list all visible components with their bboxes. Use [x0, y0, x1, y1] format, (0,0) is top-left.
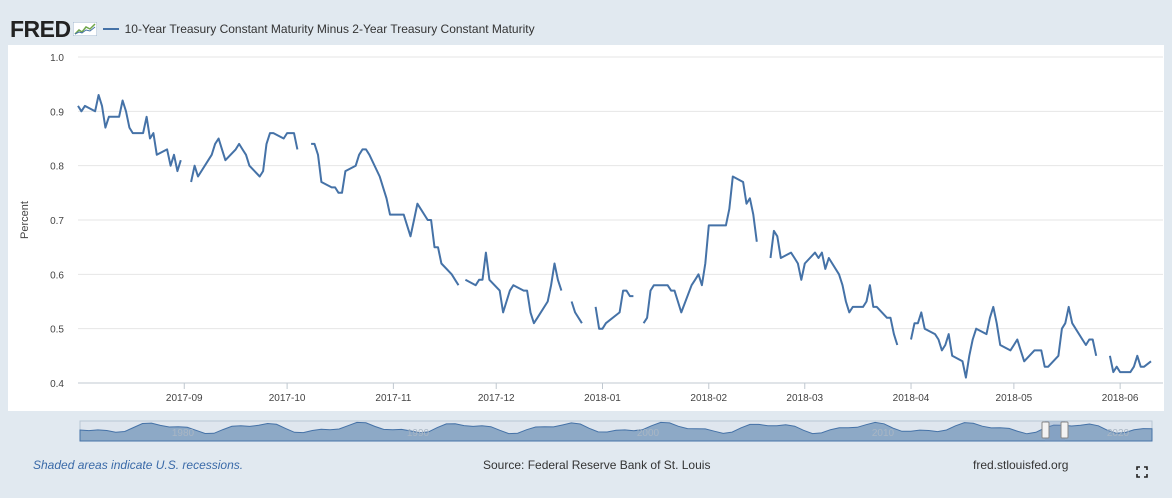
series-line-segment [910, 305, 1098, 379]
series-line-segment [464, 251, 563, 325]
navigator-year-label: 2010 [872, 428, 895, 439]
y-tick-label: 0.9 [50, 107, 64, 118]
line-chart[interactable]: 0.4 0.5 0.6 0.7 0.8 0.9 1.0 2017-09 2017-10 2017-… [8, 45, 1164, 411]
series-line-segment [642, 175, 758, 324]
navigator-year-label: 1980 [172, 428, 195, 439]
x-tick-label: 2017-09 [166, 393, 203, 404]
x-tick-label: 2018-05 [996, 393, 1033, 404]
recession-note: Shaded areas indicate U.S. recessions. [33, 458, 244, 472]
x-tick-label: 2018-04 [893, 393, 930, 404]
y-tick-label: 0.6 [50, 270, 64, 281]
series-line-segment [769, 229, 899, 346]
plot-area[interactable]: 0.4 0.5 0.6 0.7 0.8 0.9 1.0 2017-09 2017-10 2017-… [8, 45, 1164, 411]
series-line-segment [594, 289, 634, 330]
navigator-year-label: 1990 [407, 428, 430, 439]
x-tick-label: 2017-11 [375, 393, 411, 404]
navigator-right-handle [1060, 421, 1069, 439]
series-line-segment [311, 142, 460, 286]
series-line-segment [570, 301, 583, 324]
navigator-year-label: 2000 [637, 428, 660, 439]
fred-logo[interactable]: FRED [10, 15, 71, 42]
navigator-series-area [79, 421, 1153, 442]
x-tick-label: 2018-03 [786, 393, 823, 404]
series-line-segment [1108, 354, 1152, 374]
fullscreen-icon[interactable] [1136, 466, 1148, 478]
legend-series-swatch [102, 28, 119, 30]
site-url[interactable]: fred.stlouisfed.org [973, 458, 1069, 472]
x-tick-label: 2017-12 [478, 393, 515, 404]
y-tick-label: 0.5 [50, 325, 64, 336]
y-tick-label: 0.7 [50, 216, 64, 227]
fred-logo-graph-icon [72, 22, 97, 36]
legend-series-title[interactable]: 10-Year Treasury Constant Maturity Minus… [124, 22, 535, 36]
navigator-chart[interactable]: 1980 1990 2000 2010 2020 [8, 418, 1164, 444]
y-tick-label: 0.4 [50, 379, 64, 390]
y-tick-label: 1.0 [50, 53, 64, 64]
navigator-year-label: 2020 [1107, 428, 1130, 439]
y-axis-label: Percent [19, 201, 31, 239]
x-tick-label: 2018-02 [690, 393, 727, 404]
x-tick-label: 2018-06 [1102, 393, 1139, 404]
y-tick-label: 0.8 [50, 162, 64, 173]
source-credit: Source: Federal Reserve Bank of St. Loui… [483, 458, 711, 472]
x-tick-label: 2018-01 [584, 393, 621, 404]
series-line-segment [77, 94, 182, 173]
chart-header: FRED 10-Year Treasury Constant Maturity … [10, 14, 535, 44]
navigator-selection [1045, 421, 1065, 441]
series-line-segment [190, 132, 299, 183]
range-navigator[interactable]: 1980 1990 2000 2010 2020 [8, 418, 1164, 444]
x-tick-label: 2017-10 [269, 393, 306, 404]
navigator-left-handle [1041, 421, 1050, 439]
